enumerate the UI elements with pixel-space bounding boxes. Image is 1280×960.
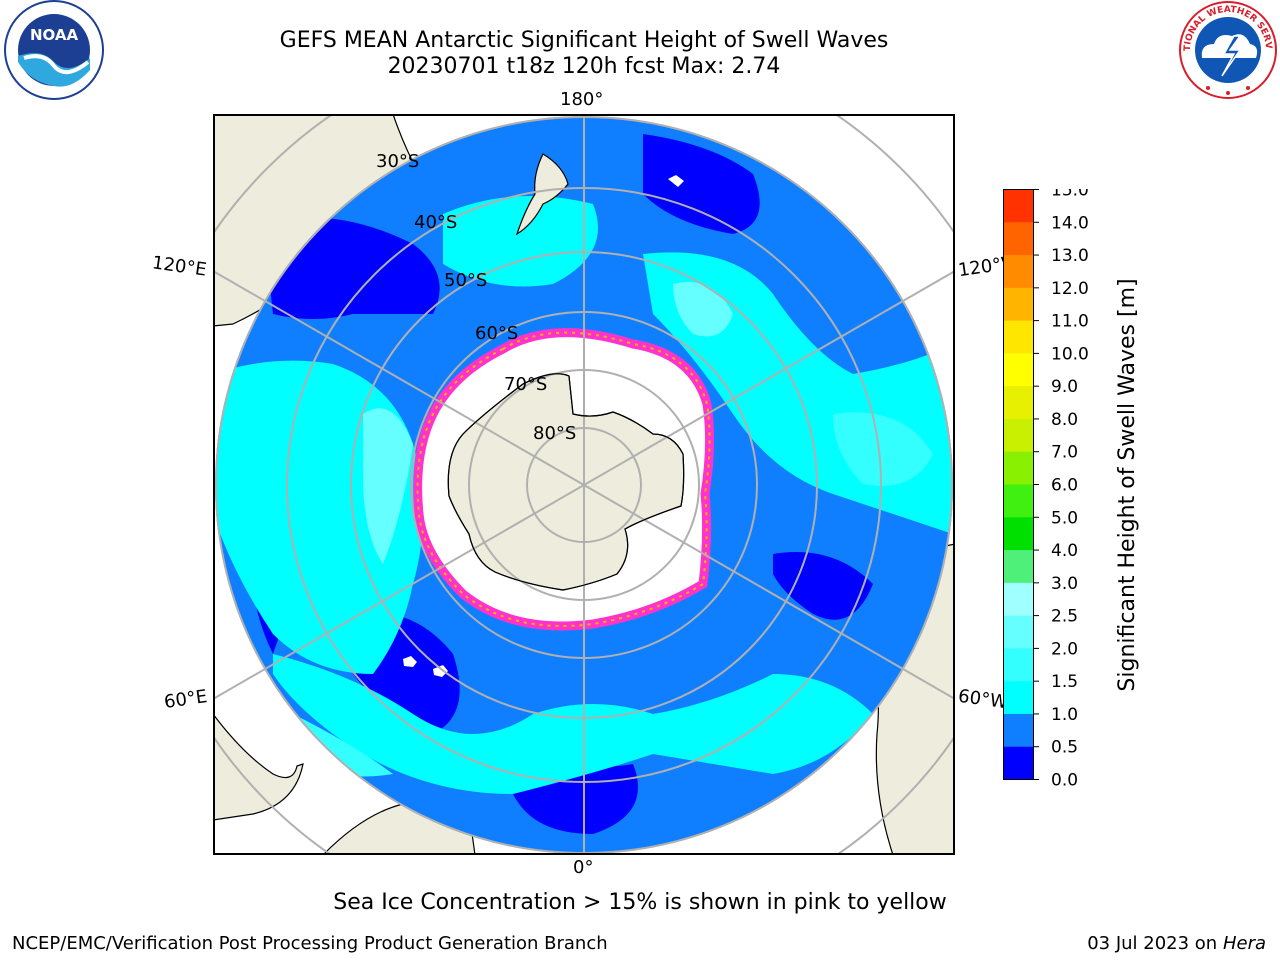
colorbar-swatch bbox=[1003, 287, 1033, 321]
madagascar-land bbox=[213, 713, 304, 821]
lat-label-70s: 70°S bbox=[504, 374, 548, 395]
colorbar-tick-label: 10.0 bbox=[1051, 344, 1089, 364]
colorbar-tick-label: 1.5 bbox=[1051, 672, 1078, 692]
colorbar-tick-label: 6.0 bbox=[1051, 476, 1078, 496]
nws-logo-icon: NATIONAL WEATHER SERVICE bbox=[1174, 0, 1278, 104]
colorbar-swatch bbox=[1003, 352, 1033, 387]
colorbar-swatch bbox=[1003, 549, 1033, 583]
chart-title: GEFS MEAN Antarctic Significant Height o… bbox=[279, 28, 889, 53]
colorbar-tick-label: 12.0 bbox=[1051, 279, 1089, 299]
lon-label-180: 180° bbox=[560, 89, 604, 110]
lon-label-120e: 120°E bbox=[150, 252, 208, 281]
colorbar-tick-label: 2.0 bbox=[1051, 639, 1078, 659]
polar-map bbox=[135, 36, 1033, 934]
colorbar-swatch bbox=[1003, 451, 1033, 485]
colorbar-tick-label: 0.0 bbox=[1051, 771, 1078, 790]
noaa-logo-text: NOAA bbox=[30, 26, 79, 44]
footer-date: 03 Jul 2023 on Hera bbox=[1087, 933, 1266, 954]
colorbar-swatch bbox=[1003, 713, 1033, 747]
colorbar-tick-label: 11.0 bbox=[1051, 312, 1089, 332]
colorbar-tick-label: 7.0 bbox=[1051, 443, 1078, 463]
colorbar-swatch bbox=[1003, 385, 1033, 419]
lat-label-80s: 80°S bbox=[533, 423, 577, 444]
colorbar-tick-label: 0.5 bbox=[1051, 738, 1078, 758]
colorbar-swatch bbox=[1003, 320, 1033, 354]
colorbar-tick-label: 14.0 bbox=[1051, 213, 1089, 233]
colorbar-swatch bbox=[1003, 582, 1033, 616]
sea-ice-note: Sea Ice Concentration > 15% is shown in … bbox=[333, 890, 947, 915]
lon-label-60e: 60°E bbox=[162, 686, 209, 713]
colorbar-tick-label: 15.0 bbox=[1051, 189, 1089, 201]
lat-label-30s: 30°S bbox=[376, 151, 420, 172]
lat-label-60s: 60°S bbox=[475, 323, 519, 344]
colorbar-tick-label: 8.0 bbox=[1051, 410, 1078, 430]
map-border bbox=[213, 114, 955, 855]
colorbar-swatch bbox=[1003, 647, 1033, 682]
colorbar-tick-label: 9.0 bbox=[1051, 377, 1078, 397]
colorbar-swatch bbox=[1003, 254, 1033, 288]
colorbar-tick-label: 2.5 bbox=[1051, 607, 1078, 627]
colorbar: 0.0 0.5 1.0 1.5 2.0 2.5 3.0 4.0 5.0 6.0 7.0 8.0 9.0 1… bbox=[1003, 181, 1113, 793]
colorbar-swatch bbox=[1003, 615, 1033, 649]
footer-host: Hera bbox=[1222, 933, 1266, 954]
colorbar-swatch bbox=[1003, 221, 1033, 256]
lon-label-0: 0° bbox=[573, 857, 594, 878]
lat-label-50s: 50°S bbox=[444, 270, 488, 291]
chart-subtitle: 20230701 t18z 120h fcst Max: 2.74 bbox=[387, 54, 781, 79]
colorbar-tick-label: 13.0 bbox=[1051, 246, 1089, 266]
noaa-logo-icon: NOAA bbox=[2, 0, 106, 104]
colorbar-tick-label: 4.0 bbox=[1051, 541, 1078, 561]
colorbar-tick-label: 5.0 bbox=[1051, 508, 1078, 528]
new-zealand-land bbox=[515, 153, 569, 236]
colorbar-tick-label: 3.0 bbox=[1051, 574, 1078, 594]
footer-credit: NCEP/EMC/Verification Post Processing Pr… bbox=[12, 933, 608, 954]
colorbar-swatch bbox=[1003, 680, 1033, 714]
colorbar-swatch bbox=[1003, 189, 1033, 223]
lat-label-40s: 40°S bbox=[414, 212, 458, 233]
colorbar-swatch bbox=[1003, 418, 1033, 452]
colorbar-tick-label: 1.0 bbox=[1051, 705, 1078, 725]
colorbar-swatch bbox=[1003, 516, 1033, 551]
lon-label-60w: 60°W bbox=[956, 685, 1009, 714]
colorbar-swatch bbox=[1003, 484, 1033, 518]
colorbar-swatch bbox=[1003, 746, 1033, 780]
